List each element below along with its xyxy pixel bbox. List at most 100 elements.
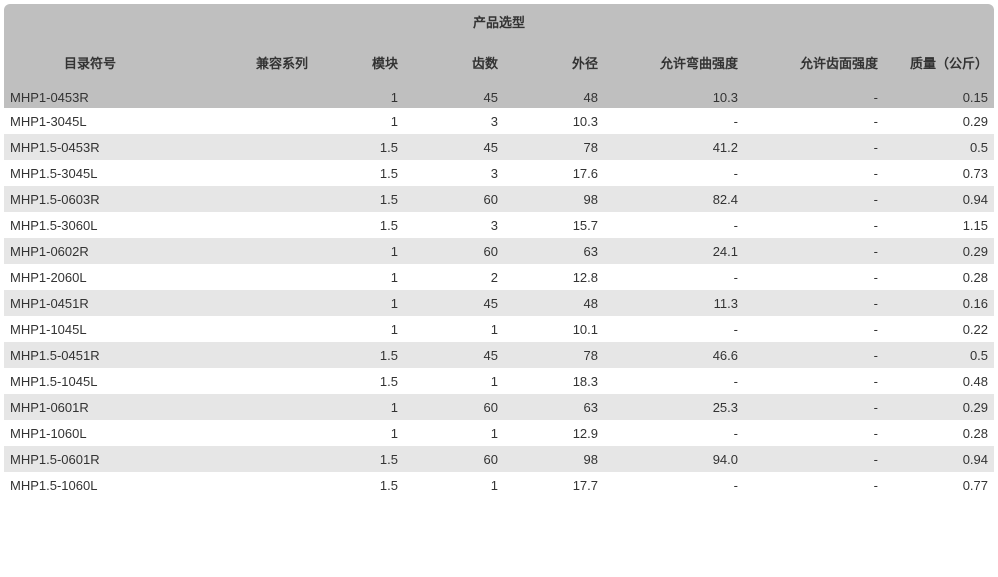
cell-catalog: MHP1-3045L xyxy=(4,108,194,134)
cell-surf: - xyxy=(744,420,884,446)
table-header-row: 目录符号 兼容系列 模块 齿数 外径 允许弯曲强度 允许齿面强度 质量（公斤） xyxy=(4,38,994,86)
cell-compat xyxy=(194,394,314,420)
cell-catalog: MHP1-2060L xyxy=(4,264,194,290)
cell-surf: - xyxy=(744,86,884,108)
cell-module: 1 xyxy=(314,316,404,342)
cell-module: 1.5 xyxy=(314,368,404,394)
cell-mass: 0.77 xyxy=(884,472,994,498)
cell-catalog: MHP1.5-3045L xyxy=(4,160,194,186)
cell-mass: 0.94 xyxy=(884,186,994,212)
cell-bend: 94.0 xyxy=(604,446,744,472)
cell-catalog: MHP1-0453R xyxy=(4,86,194,108)
cell-mass: 0.28 xyxy=(884,420,994,446)
cell-od: 10.3 xyxy=(504,108,604,134)
table-row: MHP1-0453R1454810.3-0.15 xyxy=(4,86,994,108)
table-title: 产品选型 xyxy=(4,4,994,38)
cell-module: 1.5 xyxy=(314,134,404,160)
cell-od: 12.8 xyxy=(504,264,604,290)
cell-surf: - xyxy=(744,212,884,238)
cell-teeth: 1 xyxy=(404,316,504,342)
cell-bend: - xyxy=(604,212,744,238)
cell-bend: 11.3 xyxy=(604,290,744,316)
cell-module: 1 xyxy=(314,86,404,108)
col-surf[interactable]: 允许齿面强度 xyxy=(744,38,884,86)
cell-od: 48 xyxy=(504,290,604,316)
cell-catalog: MHP1-1045L xyxy=(4,316,194,342)
col-module[interactable]: 模块 xyxy=(314,38,404,86)
cell-module: 1 xyxy=(314,264,404,290)
cell-bend: - xyxy=(604,472,744,498)
cell-module: 1.5 xyxy=(314,160,404,186)
cell-catalog: MHP1.5-0601R xyxy=(4,446,194,472)
table-row: MHP1-0601R1606325.3-0.29 xyxy=(4,394,994,420)
col-teeth[interactable]: 齿数 xyxy=(404,38,504,86)
cell-module: 1.5 xyxy=(314,342,404,368)
cell-teeth: 1 xyxy=(404,472,504,498)
cell-module: 1.5 xyxy=(314,212,404,238)
col-bend[interactable]: 允许弯曲强度 xyxy=(604,38,744,86)
cell-teeth: 45 xyxy=(404,86,504,108)
col-od[interactable]: 外径 xyxy=(504,38,604,86)
cell-surf: - xyxy=(744,160,884,186)
cell-module: 1.5 xyxy=(314,186,404,212)
cell-compat xyxy=(194,238,314,264)
table-row: MHP1.5-3060L1.5315.7--1.15 xyxy=(4,212,994,238)
cell-od: 18.3 xyxy=(504,368,604,394)
table-row: MHP1-1045L1110.1--0.22 xyxy=(4,316,994,342)
cell-compat xyxy=(194,472,314,498)
table-row: MHP1-2060L1212.8--0.28 xyxy=(4,264,994,290)
cell-od: 17.6 xyxy=(504,160,604,186)
cell-mass: 0.73 xyxy=(884,160,994,186)
cell-catalog: MHP1.5-0603R xyxy=(4,186,194,212)
col-compat[interactable]: 兼容系列 xyxy=(194,38,314,86)
cell-module: 1.5 xyxy=(314,446,404,472)
cell-catalog: MHP1-0451R xyxy=(4,290,194,316)
cell-compat xyxy=(194,446,314,472)
cell-bend: - xyxy=(604,420,744,446)
cell-od: 17.7 xyxy=(504,472,604,498)
cell-compat xyxy=(194,264,314,290)
table-row: MHP1-0451R1454811.3-0.16 xyxy=(4,290,994,316)
cell-teeth: 1 xyxy=(404,368,504,394)
cell-surf: - xyxy=(744,264,884,290)
table-row: MHP1-0602R1606324.1-0.29 xyxy=(4,238,994,264)
cell-bend: 10.3 xyxy=(604,86,744,108)
cell-mass: 0.94 xyxy=(884,446,994,472)
cell-compat xyxy=(194,290,314,316)
cell-catalog: MHP1-0602R xyxy=(4,238,194,264)
cell-bend: - xyxy=(604,160,744,186)
cell-surf: - xyxy=(744,290,884,316)
cell-teeth: 3 xyxy=(404,160,504,186)
table-row: MHP1-3045L1310.3--0.29 xyxy=(4,108,994,134)
cell-surf: - xyxy=(744,446,884,472)
table-row: MHP1.5-0601R1.5609894.0-0.94 xyxy=(4,446,994,472)
cell-mass: 1.15 xyxy=(884,212,994,238)
cell-compat xyxy=(194,212,314,238)
table-row: MHP1.5-0603R1.5609882.4-0.94 xyxy=(4,186,994,212)
cell-module: 1.5 xyxy=(314,472,404,498)
cell-od: 78 xyxy=(504,342,604,368)
cell-catalog: MHP1-1060L xyxy=(4,420,194,446)
cell-surf: - xyxy=(744,368,884,394)
cell-bend: - xyxy=(604,108,744,134)
cell-mass: 0.22 xyxy=(884,316,994,342)
col-catalog[interactable]: 目录符号 xyxy=(4,38,194,86)
cell-module: 1 xyxy=(314,108,404,134)
cell-teeth: 45 xyxy=(404,134,504,160)
cell-surf: - xyxy=(744,316,884,342)
cell-surf: - xyxy=(744,238,884,264)
cell-catalog: MHP1.5-1060L xyxy=(4,472,194,498)
table-row: MHP1.5-1060L1.5117.7--0.77 xyxy=(4,472,994,498)
cell-surf: - xyxy=(744,108,884,134)
cell-compat xyxy=(194,420,314,446)
col-mass[interactable]: 质量（公斤） xyxy=(884,38,994,86)
table-row: MHP1-1060L1112.9--0.28 xyxy=(4,420,994,446)
cell-mass: 0.15 xyxy=(884,86,994,108)
cell-surf: - xyxy=(744,342,884,368)
table-body: MHP1-0453R1454810.3-0.15MHP1-3045L1310.3… xyxy=(4,86,994,498)
cell-compat xyxy=(194,86,314,108)
cell-module: 1 xyxy=(314,238,404,264)
cell-surf: - xyxy=(744,472,884,498)
cell-teeth: 45 xyxy=(404,290,504,316)
cell-od: 98 xyxy=(504,186,604,212)
